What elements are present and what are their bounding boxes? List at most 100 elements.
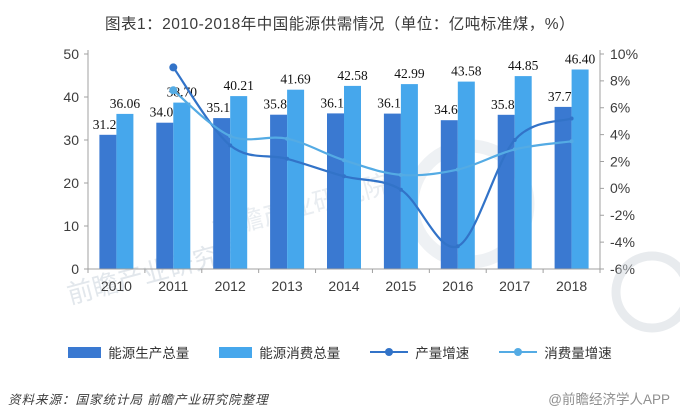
bar (287, 89, 305, 269)
x-axis-category-label: 2018 (556, 278, 587, 294)
right-axis-tick-label: -4% (610, 234, 635, 250)
line-消费量增速 (169, 86, 574, 177)
legend-line-dot (385, 348, 394, 356)
growth-line-point (398, 187, 403, 192)
bar (327, 113, 344, 270)
bar-value-label: 46.40 (565, 52, 596, 67)
bar-value-label: 43.58 (451, 64, 482, 79)
legend-item-production-growth: 产量增速 (370, 342, 469, 362)
bar (383, 113, 401, 269)
growth-line-point (512, 138, 517, 142)
bar-value-label: 42.99 (394, 66, 425, 81)
bar (230, 96, 248, 269)
bar-value-label: 35.85 (491, 97, 522, 112)
bar (116, 113, 134, 270)
bar (213, 118, 231, 269)
x-axis-category-label: 2016 (442, 278, 473, 294)
growth-line-point (512, 147, 517, 152)
bar (99, 134, 117, 269)
watermark-ring (611, 251, 680, 333)
bar-value-label: 40.21 (224, 78, 254, 93)
legend-label-consumption-growth: 消费量增速 (544, 346, 612, 361)
axes: 0 10 20 30 40 50 -6% -4% -2% 0% 2% 4% 6% 8% 10% 2010 201… (63, 46, 638, 294)
bar (156, 122, 174, 269)
legend-line-swatch-consumption-growth (499, 347, 538, 358)
bar-value-label: 31.21 (93, 117, 123, 132)
x-axis-category-label: 2015 (385, 278, 416, 294)
legend-label-production-total: 能源生产总量 (108, 346, 190, 361)
left-axis-tick-label: 0 (71, 261, 79, 277)
x-axis-category-label: 2012 (215, 278, 246, 294)
right-axis-tick-label: 4% (610, 126, 630, 142)
source-note: 资料来源：国家统计局 前瞻产业研究院整理 (8, 393, 269, 407)
line-产量增速 (169, 63, 574, 249)
x-axis-category-label: 2014 (328, 278, 359, 294)
bar-value-label: 41.69 (280, 72, 311, 87)
brand-credit: @前瞻经济学人APP (548, 392, 670, 407)
combo-chart: 前瞻产业研究院前瞻产业研究院31.2134.0235.1035.8836.193… (63, 46, 680, 333)
left-axis-tick-label: 50 (63, 46, 79, 62)
bar (400, 84, 418, 269)
right-axis-tick-label: 2% (610, 153, 630, 169)
growth-line-point (569, 116, 574, 121)
right-axis-tick-label: 6% (610, 100, 630, 116)
x-axis-category-label: 2010 (101, 278, 132, 294)
bar-value-label: 34.60 (434, 102, 465, 117)
legend-label-production-growth: 产量增速 (415, 346, 470, 361)
bar-value-label: 42.58 (337, 68, 368, 83)
bar (571, 69, 589, 269)
bar (554, 106, 572, 270)
growth-line-point (285, 136, 290, 141)
growth-line-point (342, 174, 346, 179)
growth-line-point (569, 139, 574, 144)
bars-能源消费总量 (116, 69, 589, 270)
bar-value-label: 36.19 (320, 95, 351, 110)
bar-value-labels-能源生产总量: 31.21 34.02 35.10 35.88 36.19 36.15 34.60 35.85… (93, 89, 579, 132)
right-axis-tick-label: 0% (610, 180, 630, 196)
bar-value-label: 36.15 (377, 96, 408, 111)
bar (514, 76, 532, 269)
left-axis-tick-label: 30 (63, 132, 79, 148)
bar-value-label: 37.70 (548, 89, 579, 104)
x-axis-category-label: 2013 (272, 278, 303, 294)
legend-bar-swatch-consumption (219, 346, 253, 358)
left-axis-tick-label: 20 (63, 175, 79, 191)
growth-line-point (342, 158, 346, 163)
bar-value-label: 36.06 (110, 96, 141, 111)
chart-title: 图表1：2010-2018年中国能源供需情况（单位：亿吨标准煤，%） (104, 16, 576, 33)
growth-line-point (169, 63, 178, 72)
bar (440, 120, 458, 269)
legend-bar-swatch-production (68, 346, 102, 358)
growth-line (172, 66, 573, 249)
left-axis-tick-label: 10 (63, 218, 79, 234)
legend-item-consumption-total: 能源消费总量 (219, 342, 340, 362)
bar-value-label: 34.02 (150, 105, 180, 120)
x-axis-category-label: 2017 (499, 278, 530, 294)
growth-line-point (228, 134, 233, 138)
legend-line-swatch-production-growth (370, 347, 409, 358)
footer: 资料来源：国家统计局 前瞻产业研究院整理 @前瞻经济学人APP (0, 388, 680, 408)
growth-line-point (455, 244, 460, 249)
bar (173, 102, 191, 269)
x-axis-category-label: 2011 (158, 278, 188, 294)
bar (457, 81, 475, 269)
right-axis-tick-label: -6% (610, 261, 635, 277)
bars-能源生产总量 (99, 106, 572, 270)
bar (497, 114, 515, 269)
growth-line-point (455, 167, 460, 172)
right-axis-tick-label: 8% (610, 73, 630, 89)
legend-item-consumption-growth: 消费量增速 (499, 342, 612, 362)
growth-line-point (398, 172, 403, 177)
legend-line-dot (514, 348, 523, 356)
growth-line-point (285, 156, 290, 161)
growth-line-point (169, 86, 178, 95)
bar-value-label: 35.88 (263, 97, 294, 112)
growth-line-point (228, 143, 233, 148)
right-axis-tick-label: -2% (610, 207, 635, 223)
chart-legend: 能源生产总量 能源消费总量 产量增速 消费量增速 (0, 342, 680, 362)
bar (270, 114, 288, 269)
bar-value-label: 44.85 (508, 58, 539, 73)
right-axis-tick-label: 10% (610, 46, 638, 62)
